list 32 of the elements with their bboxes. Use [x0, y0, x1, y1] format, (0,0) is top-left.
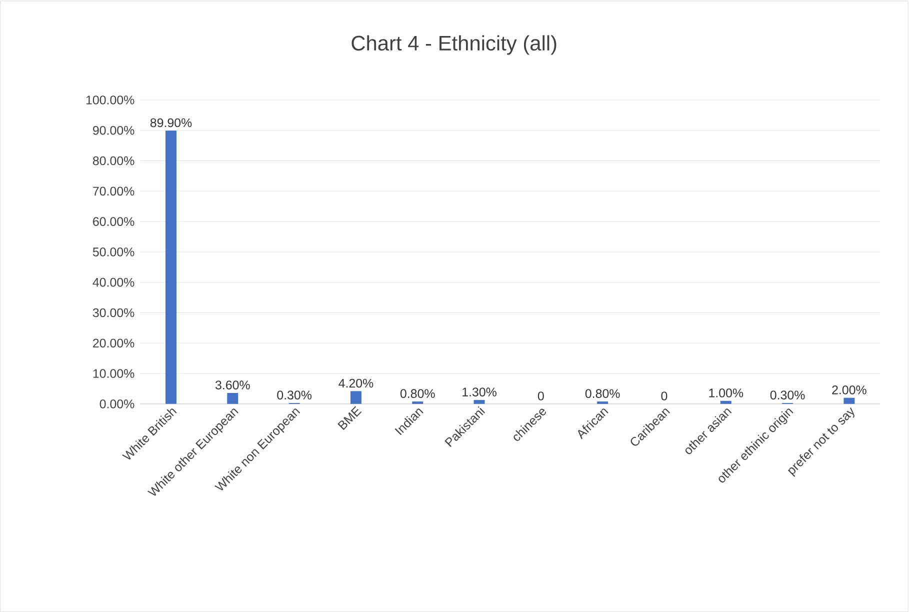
y-tick-label: 70.00% [93, 186, 134, 196]
data-label: 1.30% [462, 388, 496, 396]
data-label: 0 [661, 392, 668, 400]
data-label: 2.00% [832, 385, 866, 394]
bar [844, 398, 855, 404]
bar [474, 400, 485, 404]
y-tick-label: 60.00% [93, 217, 134, 226]
y-tick-label: 20.00% [93, 338, 134, 348]
chart-title: Chart 4 - Ethnicity (all) [352, 35, 556, 55]
bar [412, 401, 424, 404]
bar [720, 400, 732, 404]
data-label: 0 [538, 392, 544, 400]
data-label: 3.60% [215, 380, 250, 390]
data-label: 0.30% [770, 390, 805, 400]
data-label: 0.30% [277, 390, 312, 400]
data-label: 0.80% [585, 389, 620, 398]
y-tick-label: 90.00% [93, 126, 134, 135]
y-tick-label: 80.00% [92, 156, 134, 166]
data-label: 0.80% [400, 389, 435, 398]
y-tick-label: 0.00% [100, 399, 134, 408]
y-tick-label: 10.00% [93, 369, 134, 378]
y-tick-label: 30.00% [92, 308, 134, 318]
data-label: 89.90% [150, 118, 192, 128]
bar [166, 130, 176, 404]
bar [227, 392, 238, 404]
y-tick-label: 100.00% [86, 96, 134, 104]
data-label: 4.20% [338, 378, 374, 388]
bar [350, 391, 362, 404]
y-tick-label: 40.00% [92, 278, 134, 287]
y-tick-label: 50.00% [92, 248, 134, 256]
data-label: 1.00% [709, 388, 744, 398]
bar [597, 401, 608, 404]
